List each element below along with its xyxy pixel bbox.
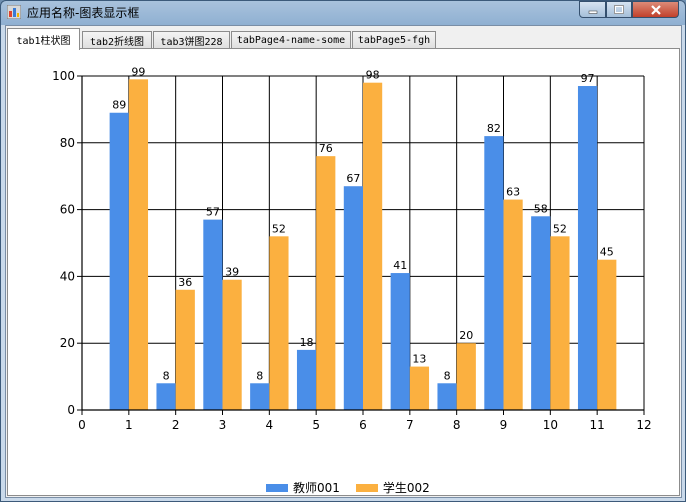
data-label: 58: [534, 202, 548, 215]
bar-series1: [296, 349, 317, 410]
data-label: 20: [459, 329, 473, 342]
bar-series1: [156, 383, 176, 410]
x-tick-label: 2: [172, 418, 180, 432]
data-label: 67: [346, 172, 360, 185]
window-title: 应用名称-图表显示框: [27, 6, 140, 20]
x-tick-label: 11: [590, 418, 605, 432]
bar-series1: [484, 136, 504, 410]
minimize-button[interactable]: [579, 1, 606, 18]
data-label: 41: [393, 259, 407, 272]
legend-swatch: [266, 483, 288, 492]
app-icon: [7, 5, 21, 19]
bar-series1: [531, 216, 551, 410]
maximize-icon: [614, 5, 624, 14]
x-tick-label: 12: [636, 418, 651, 432]
x-tick-label: 4: [266, 418, 274, 432]
bar-series1: [577, 86, 598, 410]
chart-legend: 教师001 学生002: [266, 479, 446, 496]
data-label: 52: [272, 222, 286, 235]
data-label: 18: [300, 336, 314, 349]
data-label: 76: [319, 142, 333, 155]
data-label: 36: [178, 276, 192, 289]
tab-label: tabPage5-fgh: [357, 35, 431, 46]
close-button[interactable]: [632, 1, 679, 18]
x-tick-label: 7: [406, 418, 414, 432]
x-tick-label: 1: [125, 418, 133, 432]
legend-item-series2: 学生002: [355, 479, 430, 496]
data-label: 99: [131, 65, 145, 78]
bar-series1: [250, 383, 270, 410]
tab-label: tab3饼图228: [160, 37, 223, 48]
bar-series2: [363, 82, 383, 411]
data-label: 13: [412, 353, 426, 366]
legend-label: 教师001: [293, 481, 340, 495]
data-label: 89: [112, 99, 126, 112]
data-label: 52: [553, 222, 567, 235]
bar-series2: [222, 279, 242, 410]
y-tick-label: 0: [67, 403, 75, 417]
y-tick-label: 20: [60, 336, 75, 350]
bar-series1: [109, 112, 129, 411]
bar-series2: [269, 236, 289, 410]
bar-series2: [550, 236, 570, 410]
x-tick-label: 5: [312, 418, 320, 432]
tab-label: tabPage4-name-some: [236, 35, 346, 46]
tab-pie-chart[interactable]: tab3饼图228: [153, 31, 230, 49]
x-tick-label: 0: [78, 418, 86, 432]
maximize-button[interactable]: [606, 1, 632, 18]
bar-series2: [456, 343, 476, 410]
bar-series1: [390, 273, 410, 410]
title-bar[interactable]: 应用名称-图表显示框: [1, 1, 685, 23]
bar-series2: [597, 259, 617, 410]
data-label: 45: [600, 246, 614, 259]
x-tick-label: 9: [500, 418, 508, 432]
tab-bar-chart[interactable]: tab1柱状图: [7, 28, 80, 50]
data-label: 8: [444, 369, 451, 382]
minimize-icon: [588, 10, 597, 14]
x-tick-label: 10: [543, 418, 558, 432]
bar-series1: [203, 219, 223, 410]
bar-series2: [175, 289, 195, 410]
data-label: 63: [506, 186, 520, 199]
bar-series1: [343, 186, 363, 410]
data-label: 57: [206, 206, 220, 219]
close-icon: [650, 4, 661, 15]
bar-series2: [128, 79, 149, 410]
legend-swatch: [355, 483, 378, 492]
y-tick-label: 100: [52, 69, 75, 83]
data-label: 82: [487, 122, 501, 135]
x-tick-label: 8: [453, 418, 461, 432]
bar-chart: 0 1 2 3 4 5 6 7 8 9 10 11 12020406080100898578186741…: [52, 65, 652, 432]
bar-series2: [409, 366, 430, 410]
data-label: 8: [163, 369, 170, 382]
tab-page-bar-chart: 0 1 2 3 4 5 6 7 8 9 10 11 12 0 20 40 60 80 100 89 8 57 8 18 67 41…: [7, 48, 680, 496]
tab-page4[interactable]: tabPage4-name-some: [231, 31, 351, 49]
tab-label: tab1柱状图: [16, 36, 71, 47]
bar-series2: [316, 156, 336, 410]
legend-label: 学生002: [382, 481, 430, 495]
tab-page5[interactable]: tabPage5-fgh: [352, 31, 436, 49]
data-label: 8: [256, 369, 263, 382]
y-tick-label: 80: [60, 136, 75, 150]
bar-series1: [437, 383, 457, 410]
x-tick-label: 3: [219, 418, 227, 432]
y-tick-label: 60: [60, 203, 75, 217]
data-label: 98: [366, 69, 380, 82]
tab-label: tab2折线图: [89, 37, 145, 48]
x-tick-label: 6: [359, 418, 367, 432]
data-label: 97: [581, 72, 595, 85]
y-tick-label: 40: [60, 269, 75, 283]
legend-item-series1: 教师001: [266, 479, 340, 496]
bar-series2: [503, 199, 523, 410]
client-area: tab1柱状图 tab2折线图 tab3饼图228 tabPage4-name-…: [5, 25, 682, 498]
data-label: 39: [225, 266, 239, 279]
tab-line-chart[interactable]: tab2折线图: [82, 31, 152, 49]
